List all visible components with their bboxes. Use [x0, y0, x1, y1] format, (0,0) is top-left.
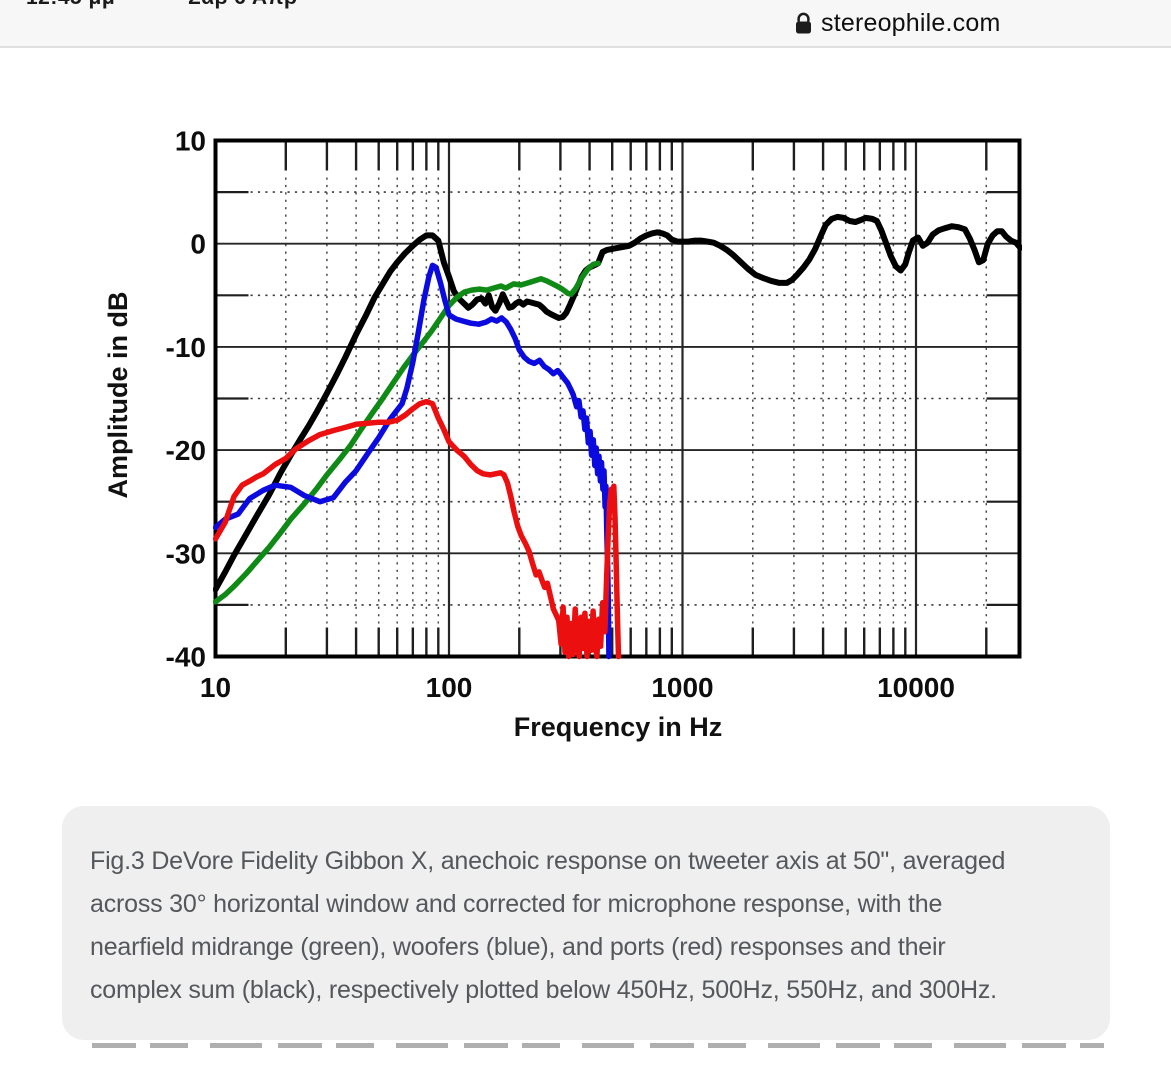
x-tick-label: 1000	[651, 672, 713, 703]
caption-line: nearfield midrange (green), woofers (blu…	[90, 933, 946, 961]
y-axis-title: Amplitude in dB	[103, 291, 133, 499]
x-tick-label: 100	[426, 672, 473, 703]
frequency-response-figure: 10 0 -10 -20 -30 -40 10 100 1000 10000 Frequency …	[0, 48, 1171, 798]
address-bar[interactable]: stereophile.com	[795, 7, 1000, 39]
series-woofers	[213, 262, 612, 660]
y-tick-label: 10	[175, 126, 206, 157]
y-tick-label: 0	[190, 229, 206, 260]
y-tick-label: -30	[166, 538, 206, 569]
status-bar-time: 12:45 μμ	[26, 0, 115, 10]
x-tick-label: 10000	[877, 672, 955, 703]
caption-line: across 30° horizontal window and correct…	[90, 890, 943, 918]
url-text: stereophile.com	[821, 8, 1001, 37]
series-complex-sum	[213, 213, 1022, 593]
clipped-next-content	[92, 1043, 1104, 1048]
caption-line: complex sum (black), respectively plotte…	[90, 976, 997, 1004]
figure-caption: Fig.3 DeVore Fidelity Gibbon X, anechoic…	[62, 806, 1110, 1040]
series-nearfield-midrange	[213, 260, 601, 605]
x-axis-title: Frequency in Hz	[513, 712, 723, 742]
series-ports	[213, 398, 622, 660]
chart-series	[213, 213, 1022, 660]
chart-ticks	[217, 142, 1018, 655]
y-tick-label: -10	[166, 332, 206, 363]
browser-header: 12:45 μμ Σάβ 6 Απρ stereophile.com	[0, 0, 1171, 48]
y-tick-label: -20	[166, 435, 206, 466]
y-tick-label: -40	[166, 642, 206, 673]
status-bar-date: Σάβ 6 Απρ	[188, 0, 298, 10]
x-tick-label: 10	[200, 672, 231, 703]
lock-icon	[795, 12, 812, 35]
caption-line: Fig.3 DeVore Fidelity Gibbon X, anechoic…	[90, 847, 1006, 875]
